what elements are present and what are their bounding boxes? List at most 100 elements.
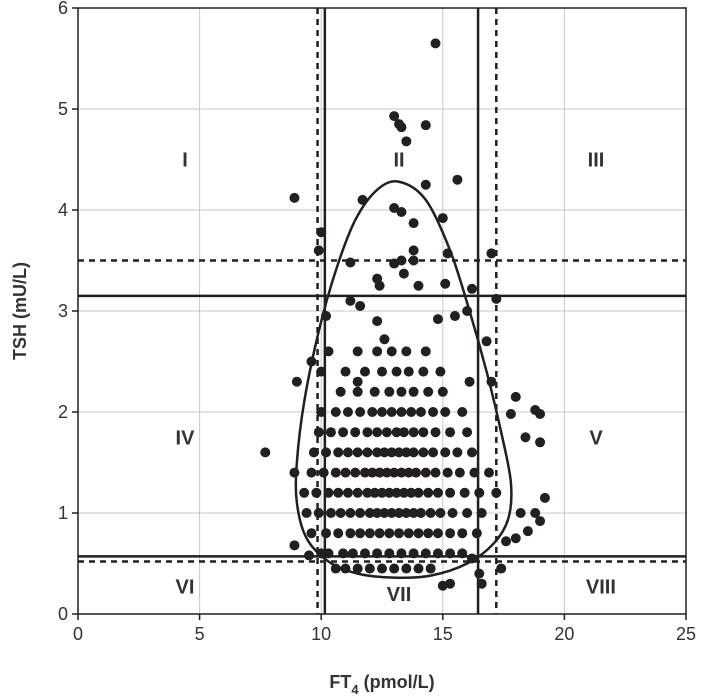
x-tick-label: 25 [676,624,696,644]
region-label: VIII [586,577,616,599]
data-point [316,227,327,238]
data-point [415,508,426,518]
data-point [449,311,460,322]
region-label: I [182,150,188,172]
data-point [510,391,521,402]
data-point [406,487,417,498]
data-point [440,447,451,458]
data-point [374,467,385,478]
data-point [306,528,317,539]
data-point [345,257,356,268]
data-point [411,467,422,478]
y-tick-label: 1 [58,503,68,523]
data-point [301,508,312,518]
data-point [406,407,417,417]
data-point [391,487,402,498]
x-tick-label: 5 [195,624,205,644]
data-point [408,386,419,397]
y-tick-label: 2 [58,402,68,422]
region-label: VI [176,577,195,599]
data-point [476,578,487,589]
data-point [452,174,463,185]
data-point [352,346,363,357]
data-point [396,467,407,478]
data-point [420,467,431,478]
data-point [335,386,346,397]
data-point [432,314,443,325]
data-point [462,508,473,518]
data-point [425,508,436,518]
data-point [440,278,451,289]
data-point [462,427,473,438]
data-point [386,447,397,458]
data-point [415,407,426,417]
data-point [379,447,390,458]
data-point [381,467,392,478]
region-label: IV [176,427,196,449]
data-point [352,386,363,397]
data-point [398,268,409,279]
data-point [308,447,319,458]
data-point [413,487,424,498]
data-point [445,487,456,498]
data-point [355,300,366,311]
data-point [401,136,412,147]
data-point [291,376,302,387]
data-point [535,437,546,448]
data-point [428,407,439,417]
y-axis-label: TSH (mU/L) [10,262,30,360]
data-point [413,528,424,539]
data-point [333,447,344,458]
region-label: VII [387,584,411,606]
data-point [432,487,443,498]
data-point [403,528,414,539]
data-point [396,255,407,266]
data-point [408,548,419,559]
data-points [260,38,550,591]
data-point [352,487,363,498]
data-point [466,447,477,458]
data-point [304,550,315,561]
y-tick-label: 5 [58,99,68,119]
data-point [359,548,370,559]
data-point [359,366,370,377]
data-point [496,563,507,574]
data-point [372,447,383,458]
region-label: III [588,150,605,172]
data-point [432,528,443,539]
data-point [420,179,431,190]
data-point [418,447,429,458]
data-point [342,447,353,458]
data-point [352,447,363,458]
data-point [352,563,363,574]
data-point [408,427,419,438]
data-point [396,122,407,133]
data-point [403,366,414,377]
data-point [476,508,487,518]
data-point [289,192,300,203]
data-point [418,427,429,438]
data-point [321,447,332,458]
data-point [333,487,344,498]
data-point [330,407,341,417]
data-point [345,295,356,306]
data-point [364,508,375,518]
data-point [325,427,336,438]
data-point [381,427,392,438]
data-point [445,528,456,539]
data-point [372,346,383,357]
data-point [333,528,344,539]
data-point [352,376,363,387]
data-point [306,467,317,478]
data-point [445,548,456,559]
data-point [350,427,361,438]
data-point [369,487,380,498]
data-point [321,528,332,539]
data-point [423,487,434,498]
data-point [386,346,397,357]
grid [77,7,687,615]
data-point [318,467,329,478]
data-point [440,407,451,417]
data-point [379,334,390,345]
